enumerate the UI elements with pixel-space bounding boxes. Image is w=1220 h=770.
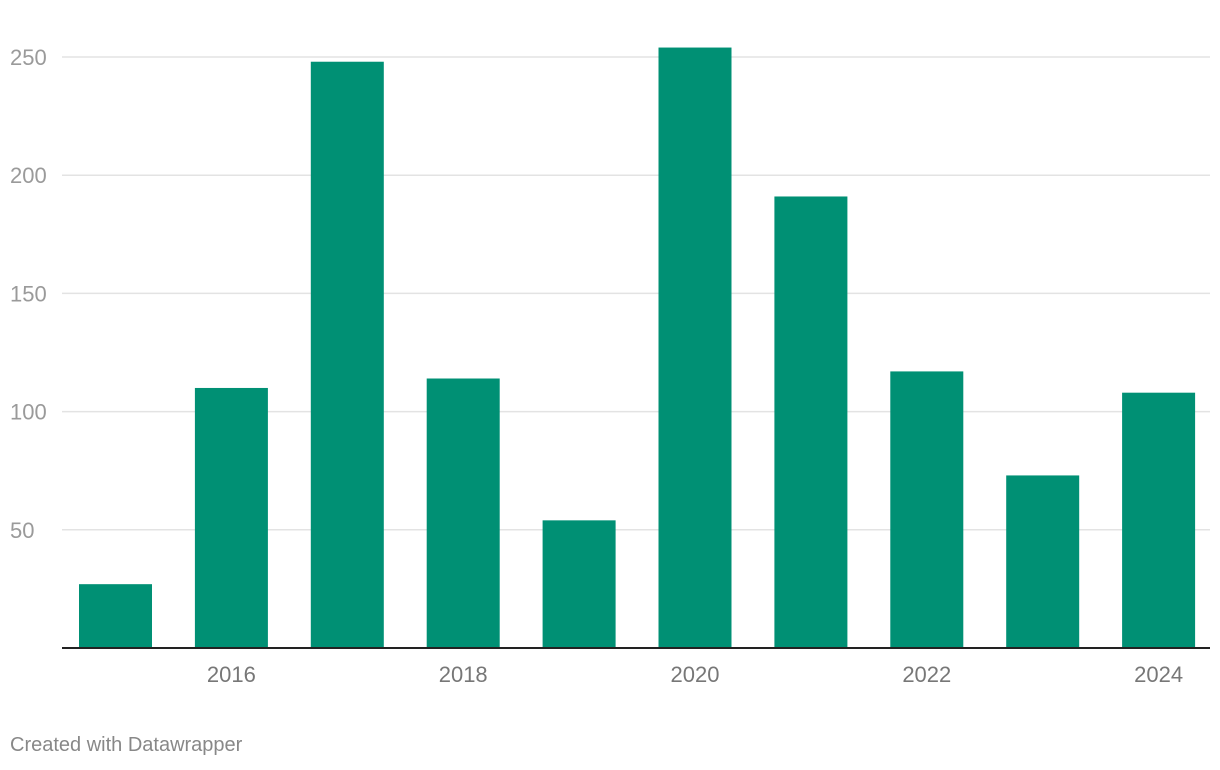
y-tick-label-50: 50: [10, 518, 34, 543]
y-tick-label-100: 100: [10, 400, 47, 425]
x-tick-label-2016: 2016: [207, 662, 256, 687]
bar-2017: [310, 61, 384, 648]
bar-2020: [658, 47, 732, 648]
x-tick-label-2020: 2020: [671, 662, 720, 687]
axes: 50 100 150 200 250 2016 2018 2020 2022 2024: [10, 45, 1210, 687]
y-tick-label-150: 150: [10, 281, 47, 306]
y-tick-label-200: 200: [10, 163, 47, 188]
y-tick-label-250: 250: [10, 45, 47, 70]
bar-2024: [1122, 392, 1196, 648]
bar-2015: [79, 584, 152, 648]
x-tick-label-2022: 2022: [902, 662, 951, 687]
bar-2023: [1006, 475, 1080, 648]
bar-2019: [542, 520, 616, 648]
bars: [79, 47, 1196, 648]
credit-text: Created with Datawrapper: [10, 734, 243, 756]
bar-2016: [194, 387, 268, 648]
bar-2022: [890, 371, 964, 648]
bar-2021: [774, 196, 848, 648]
bar-2018: [426, 378, 500, 648]
x-tick-label-2024: 2024: [1134, 662, 1183, 687]
x-tick-label-2018: 2018: [439, 662, 488, 687]
